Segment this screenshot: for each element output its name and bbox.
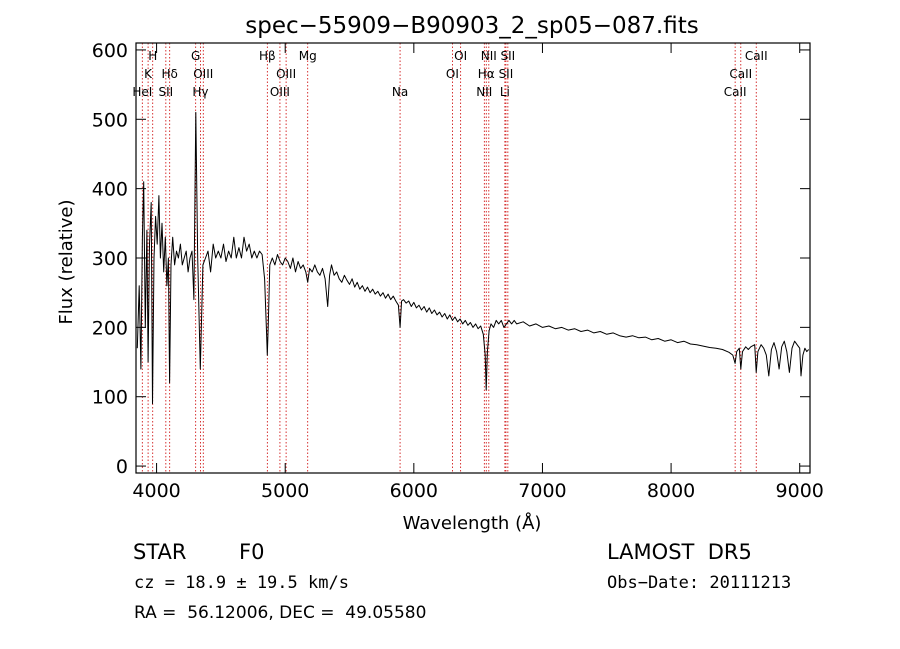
x-axis: 4000 5000 6000 7000 8000 9000 xyxy=(132,43,824,502)
spectral-line-label: OI xyxy=(446,67,459,81)
y-tick-label: 500 xyxy=(92,109,128,131)
x-tick-label: 5000 xyxy=(261,480,309,502)
y-axis-label: Flux (relative) xyxy=(56,199,77,324)
spectral-line-label: OIII xyxy=(270,85,290,99)
observation-date: Obs−Date: 20111213 xyxy=(607,573,792,593)
spectral-line-label: CaII xyxy=(729,67,752,81)
spectral-line-label: Hδ xyxy=(162,67,178,81)
spectral-line-label: OIII xyxy=(276,67,296,81)
spectrum-series xyxy=(136,111,810,405)
spectral-line-label: CaII xyxy=(745,49,768,63)
spectral-line-label: SII xyxy=(499,67,514,81)
x-tick-label: 6000 xyxy=(390,480,438,502)
spectral-line-label: Na xyxy=(392,85,408,99)
spectral-line-label: Mg xyxy=(299,49,317,63)
x-tick-label: 4000 xyxy=(132,480,180,502)
x-tick-label: 8000 xyxy=(647,480,695,502)
y-tick-label: 100 xyxy=(92,387,128,409)
chart-title: spec−55909−B90903_2_sp05−087.fits xyxy=(245,13,699,39)
object-class: STAR xyxy=(133,540,187,564)
spectral-line-label: K xyxy=(144,67,153,81)
spectral-line-label: SII xyxy=(158,85,173,99)
redshift-velocity: cz = 18.9 ± 19.5 km/s xyxy=(134,573,349,593)
y-tick-label: 300 xyxy=(92,248,128,270)
spectral-line-label: Hβ xyxy=(259,49,276,63)
y-tick-label: 200 xyxy=(92,317,128,339)
spectral-line-labels: HKHeIHδSIIGOIIIHγHβOIIIOIIIMgNaOIOINIIHα… xyxy=(132,49,767,99)
y-axis: 0 100 200 300 400 500 600 xyxy=(92,40,810,478)
plot-frame xyxy=(135,42,811,474)
spectral-line-label: Hγ xyxy=(192,85,208,99)
spectral-line-label: H xyxy=(148,49,157,63)
spectral-line-label: NII xyxy=(476,85,492,99)
spectral-line-label: HeI xyxy=(132,85,152,99)
y-tick-label: 600 xyxy=(92,40,128,62)
spectral-line-markers xyxy=(141,43,757,473)
spectral-line-label: OI xyxy=(454,49,467,63)
spectral-line-label: G xyxy=(191,49,200,63)
x-tick-label: 7000 xyxy=(518,480,566,502)
coordinates: RA = 56.12006, DEC = 49.05580 xyxy=(134,603,427,623)
object-subclass: F0 xyxy=(239,540,265,564)
spectrum-line xyxy=(136,111,810,405)
spectral-line-label: NII xyxy=(481,49,497,63)
spectral-line-label: SII xyxy=(501,49,516,63)
y-tick-label: 400 xyxy=(92,179,128,201)
y-tick-label: 0 xyxy=(116,456,128,478)
spectral-line-label: Hα xyxy=(478,67,495,81)
x-axis-label: Wavelength (Å) xyxy=(403,512,542,534)
spectral-line-label: OIII xyxy=(193,67,213,81)
x-tick-label: 9000 xyxy=(776,480,824,502)
spectral-line-label: CaII xyxy=(724,85,747,99)
survey-name: LAMOST DR5 xyxy=(607,540,752,564)
spectral-line-label: Li xyxy=(500,85,510,99)
